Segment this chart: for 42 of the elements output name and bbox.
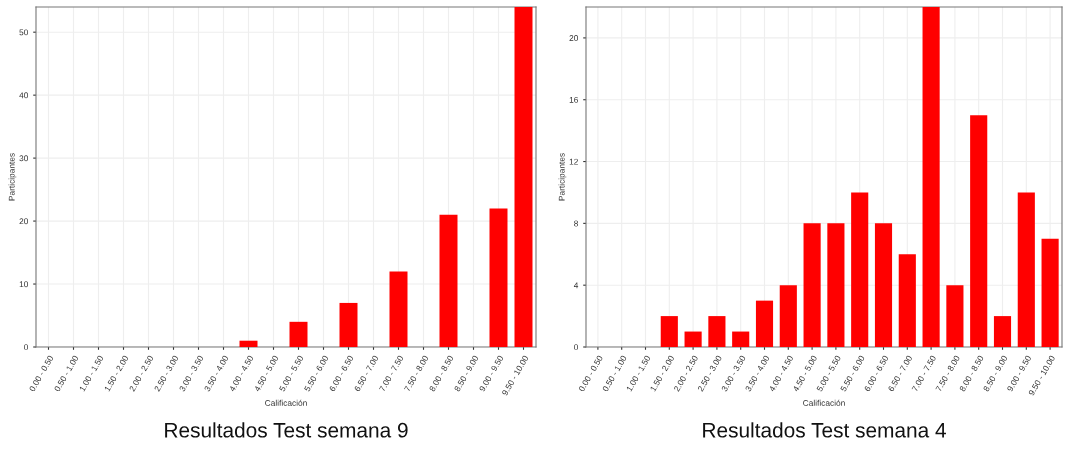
bar xyxy=(970,115,988,347)
y-tick-label: 20 xyxy=(19,218,29,225)
y-tick-label: 12 xyxy=(569,158,578,165)
bar xyxy=(922,7,940,347)
text: Resultados Test semana 4 xyxy=(703,422,946,438)
bar xyxy=(708,316,726,347)
bar xyxy=(827,223,845,347)
bar xyxy=(874,223,893,347)
text: Resultados Test semana 9 xyxy=(165,422,408,438)
bar xyxy=(1041,238,1059,347)
bar xyxy=(993,316,1012,347)
bar xyxy=(239,340,258,347)
bar xyxy=(660,316,678,347)
bar xyxy=(489,208,508,347)
bar xyxy=(779,285,797,347)
y-tick-label: 50 xyxy=(19,29,29,36)
bar xyxy=(514,7,533,347)
bar xyxy=(898,254,916,347)
y-tick-label: 4 xyxy=(573,282,579,289)
bar xyxy=(755,300,774,347)
bar xyxy=(289,321,308,347)
y-tick-label: 10 xyxy=(19,281,29,288)
bar xyxy=(803,223,821,347)
bar xyxy=(946,285,964,347)
bar xyxy=(732,331,750,347)
bar xyxy=(439,214,458,347)
bar xyxy=(339,302,358,347)
bar xyxy=(389,271,408,347)
y-tick-label: 0 xyxy=(24,344,29,351)
y-axis-title: Participantes xyxy=(8,153,17,201)
y-tick-label: 0 xyxy=(574,344,579,351)
y-tick-label: 40 xyxy=(19,92,29,99)
y-tick-label: 20 xyxy=(569,35,579,42)
x-axis-title: Calificación xyxy=(803,399,845,406)
bar xyxy=(1017,192,1035,347)
y-tick-label: 8 xyxy=(574,220,578,227)
bar xyxy=(684,331,702,347)
y-tick-label: 30 xyxy=(19,155,29,162)
y-tick-label: 16 xyxy=(569,96,578,103)
bar xyxy=(851,192,869,347)
y-axis-title: Participantes xyxy=(558,153,567,201)
x-axis-title: Calificación xyxy=(265,399,307,406)
